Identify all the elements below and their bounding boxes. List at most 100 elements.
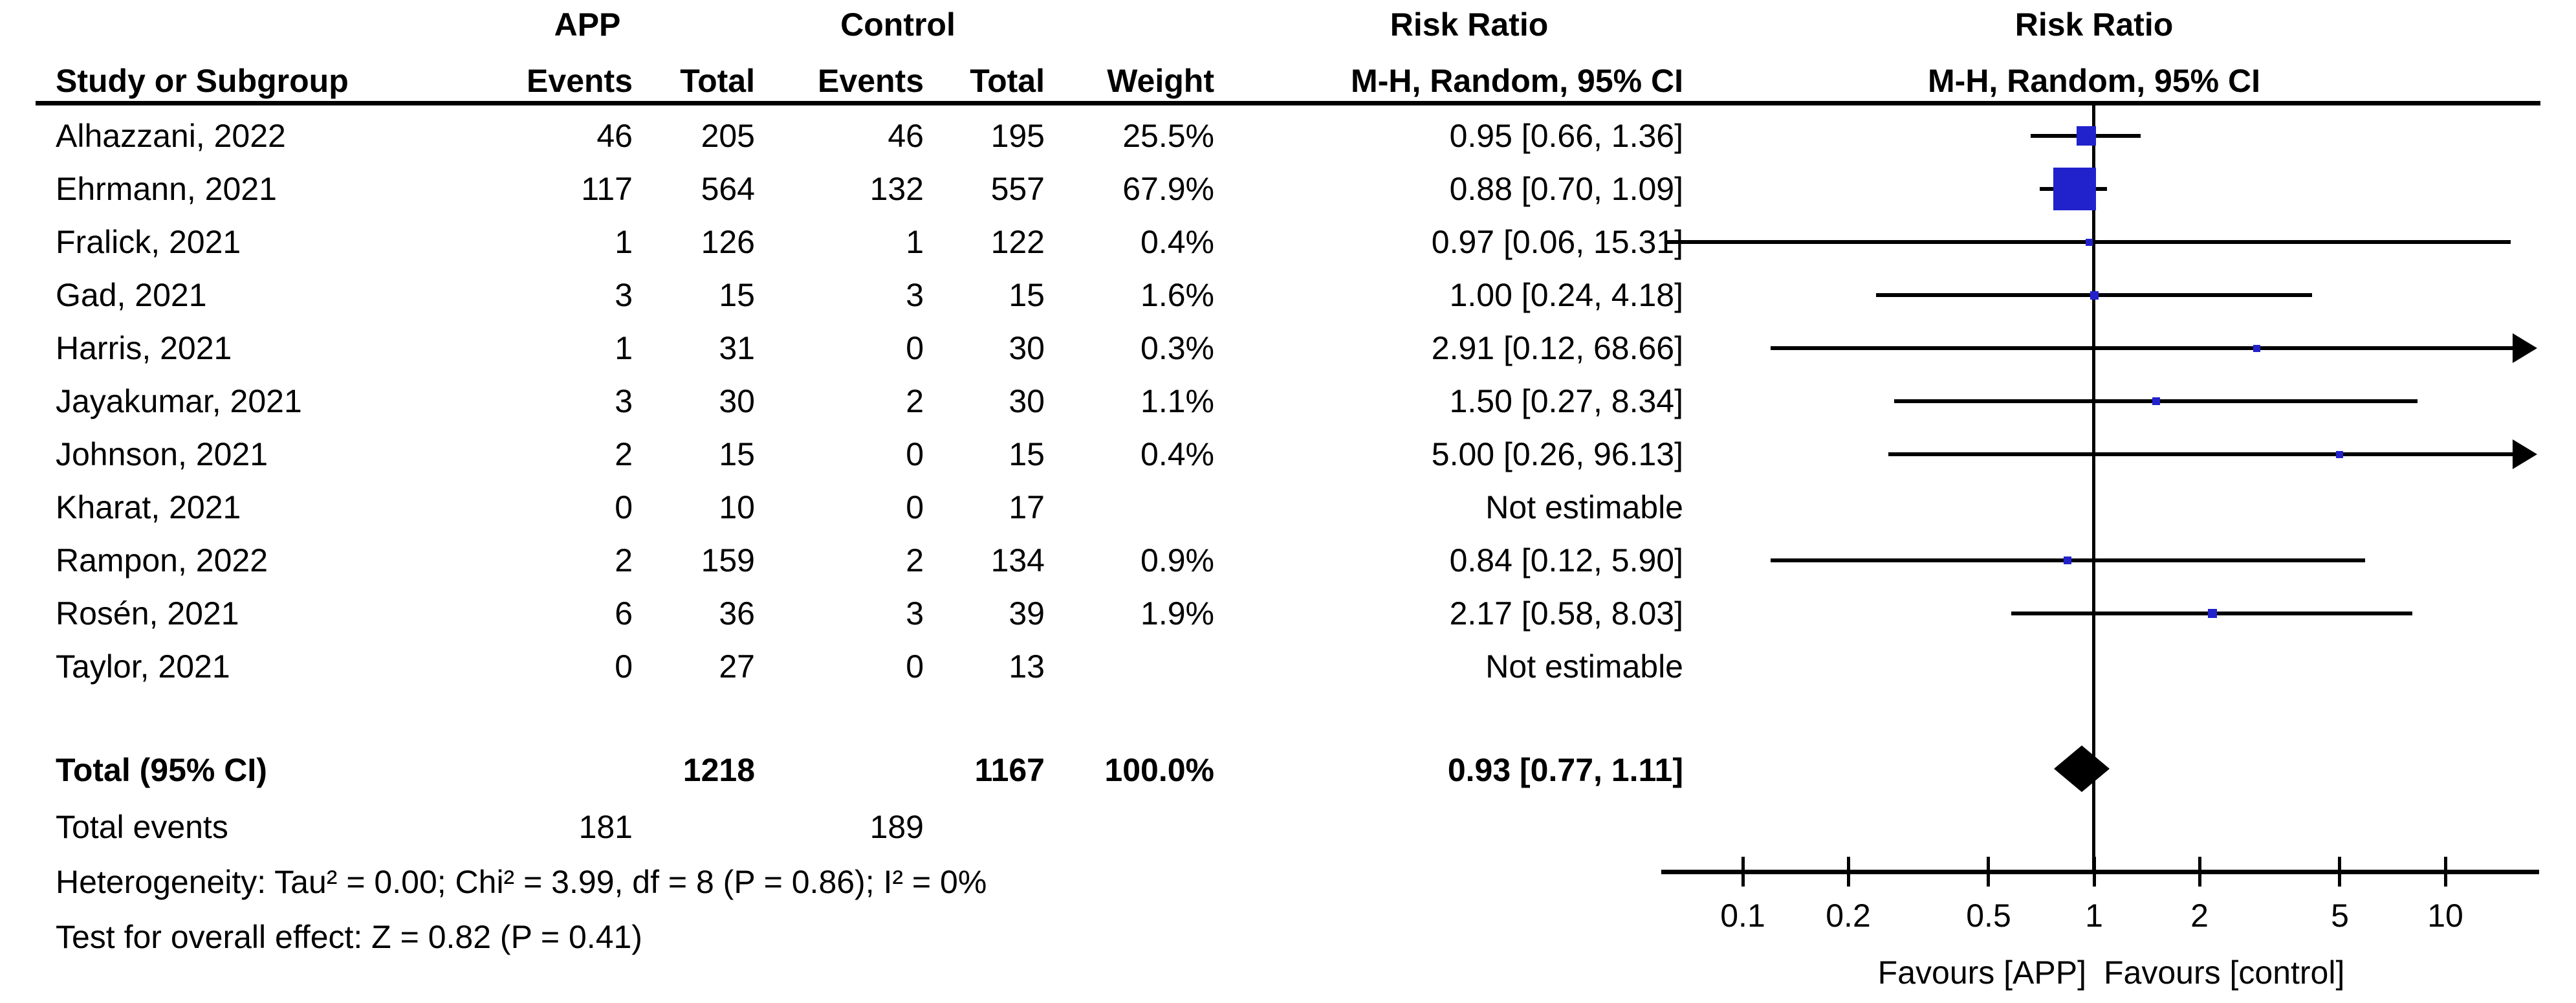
effect-marker xyxy=(2090,291,2099,300)
weight-cell: 25.5% xyxy=(1122,118,1214,154)
col-header-mh-text: M-H, Random, 95% CI xyxy=(1351,63,1683,99)
study-name: Jayakumar, 2021 xyxy=(56,383,302,419)
study-name: Fralick, 2021 xyxy=(56,224,241,260)
app-events-cell: 0 xyxy=(615,648,633,685)
col-header-control-events: Events xyxy=(818,63,924,99)
overall-effect-note: Test for overall effect: Z = 0.82 (P = 0… xyxy=(56,919,642,955)
risk-ratio-cell: 2.91 [0.12, 68.66] xyxy=(1431,330,1683,366)
favours-left-label: Favours [APP] xyxy=(1877,954,2086,991)
app-total-cell: 15 xyxy=(719,436,755,472)
control-events-cell: 3 xyxy=(906,277,924,313)
weight-cell: 67.9% xyxy=(1122,171,1214,207)
control-total-cell: 39 xyxy=(1009,595,1045,632)
axis-tick-label: 0.1 xyxy=(1720,898,1765,934)
control-total-cell: 13 xyxy=(1009,648,1045,685)
risk-ratio-cell: 0.84 [0.12, 5.90] xyxy=(1449,542,1683,579)
app-events-cell: 117 xyxy=(581,171,633,207)
weight-cell: 1.6% xyxy=(1141,277,1214,313)
study-name: Johnson, 2021 xyxy=(56,436,268,472)
control-events-cell: 0 xyxy=(906,648,924,685)
axis-tick xyxy=(2198,857,2201,887)
heterogeneity-note: Heterogeneity: Tau² = 0.00; Chi² = 3.99,… xyxy=(56,864,987,900)
total-events-app-cell: 181 xyxy=(578,809,633,845)
app-events-cell: 0 xyxy=(615,489,633,525)
risk-ratio-cell: Not estimable xyxy=(1485,648,1683,685)
app-total-cell: 564 xyxy=(701,171,755,207)
x-axis-line xyxy=(1661,870,2539,874)
app-total-cell: 159 xyxy=(701,542,755,579)
risk-ratio-cell: 0.95 [0.66, 1.36] xyxy=(1449,118,1683,154)
total-events-label: Total events xyxy=(56,809,228,845)
risk-ratio-cell: 0.88 [0.70, 1.09] xyxy=(1449,171,1683,207)
axis-tick-label: 0.5 xyxy=(1966,898,2011,934)
control-events-cell: 1 xyxy=(906,224,924,260)
app-total-cell: 126 xyxy=(701,224,755,260)
axis-tick xyxy=(2444,857,2447,887)
col-header-weight: Weight xyxy=(1107,63,1214,99)
control-group-header: Control xyxy=(840,6,955,43)
control-events-cell: 3 xyxy=(906,595,924,632)
effect-marker xyxy=(2077,126,2096,146)
control-total-cell: 30 xyxy=(1009,383,1045,419)
study-name: Gad, 2021 xyxy=(56,277,207,313)
risk-ratio-text-header: Risk Ratio xyxy=(1390,6,1549,43)
axis-tick xyxy=(1987,857,1990,887)
control-events-cell: 2 xyxy=(906,542,924,579)
total-events-control-cell: 189 xyxy=(869,809,924,845)
control-total-cell: 30 xyxy=(1009,330,1045,366)
control-total-cell: 15 xyxy=(1009,436,1045,472)
axis-tick xyxy=(2338,857,2341,887)
app-events-cell: 3 xyxy=(615,277,633,313)
axis-tick xyxy=(1741,857,1745,887)
control-events-cell: 0 xyxy=(906,436,924,472)
control-total-cell: 122 xyxy=(990,224,1045,260)
control-total-cell: 15 xyxy=(1009,277,1045,313)
app-events-cell: 3 xyxy=(615,383,633,419)
app-total-cell: 10 xyxy=(719,489,755,525)
app-total-cell: 30 xyxy=(719,383,755,419)
axis-tick-label: 5 xyxy=(2331,898,2349,934)
study-name: Alhazzani, 2022 xyxy=(56,118,286,154)
risk-ratio-cell: 2.17 [0.58, 8.03] xyxy=(1449,595,1683,632)
total-weight-cell: 100.0% xyxy=(1104,752,1214,788)
pooled-effect-diamond xyxy=(2054,745,2110,792)
ci-line xyxy=(1771,346,2518,350)
axis-tick-label: 1 xyxy=(2085,898,2103,934)
study-name: Taylor, 2021 xyxy=(56,648,230,685)
ci-arrow-right xyxy=(2513,333,2537,363)
risk-ratio-cell: 1.00 [0.24, 4.18] xyxy=(1449,277,1683,313)
control-events-cell: 46 xyxy=(888,118,924,154)
app-events-cell: 46 xyxy=(596,118,633,154)
axis-tick-label: 0.2 xyxy=(1826,898,1871,934)
col-header-app-total: Total xyxy=(680,63,755,99)
app-total-cell: 15 xyxy=(719,277,755,313)
effect-marker xyxy=(2253,345,2260,352)
col-header-app-events: Events xyxy=(527,63,633,99)
control-total-cell: 195 xyxy=(990,118,1045,154)
risk-ratio-cell: 0.97 [0.06, 15.31] xyxy=(1431,224,1683,260)
study-name: Harris, 2021 xyxy=(56,330,232,366)
app-group-header: APP xyxy=(554,6,621,43)
app-total-cell: 27 xyxy=(719,648,755,685)
control-events-cell: 0 xyxy=(906,489,924,525)
effect-marker xyxy=(2086,239,2093,246)
weight-cell: 0.9% xyxy=(1141,542,1214,579)
favours-right-label: Favours [control] xyxy=(2104,954,2345,991)
axis-tick-label: 2 xyxy=(2190,898,2209,934)
effect-marker xyxy=(2053,168,2096,210)
effect-marker xyxy=(2208,609,2217,618)
study-name: Kharat, 2021 xyxy=(56,489,241,525)
weight-cell: 1.9% xyxy=(1141,595,1214,632)
col-header-mh-plot: M-H, Random, 95% CI xyxy=(1928,63,2260,99)
weight-cell: 0.4% xyxy=(1141,224,1214,260)
app-events-cell: 1 xyxy=(615,330,633,366)
risk-ratio-cell: 1.50 [0.27, 8.34] xyxy=(1449,383,1683,419)
total-app-total-cell: 1218 xyxy=(682,752,755,788)
col-header-study: Study or Subgroup xyxy=(56,63,349,99)
app-total-cell: 31 xyxy=(719,330,755,366)
study-name: Rosén, 2021 xyxy=(56,595,239,632)
control-events-cell: 2 xyxy=(906,383,924,419)
weight-cell: 1.1% xyxy=(1141,383,1214,419)
app-events-cell: 2 xyxy=(615,542,633,579)
